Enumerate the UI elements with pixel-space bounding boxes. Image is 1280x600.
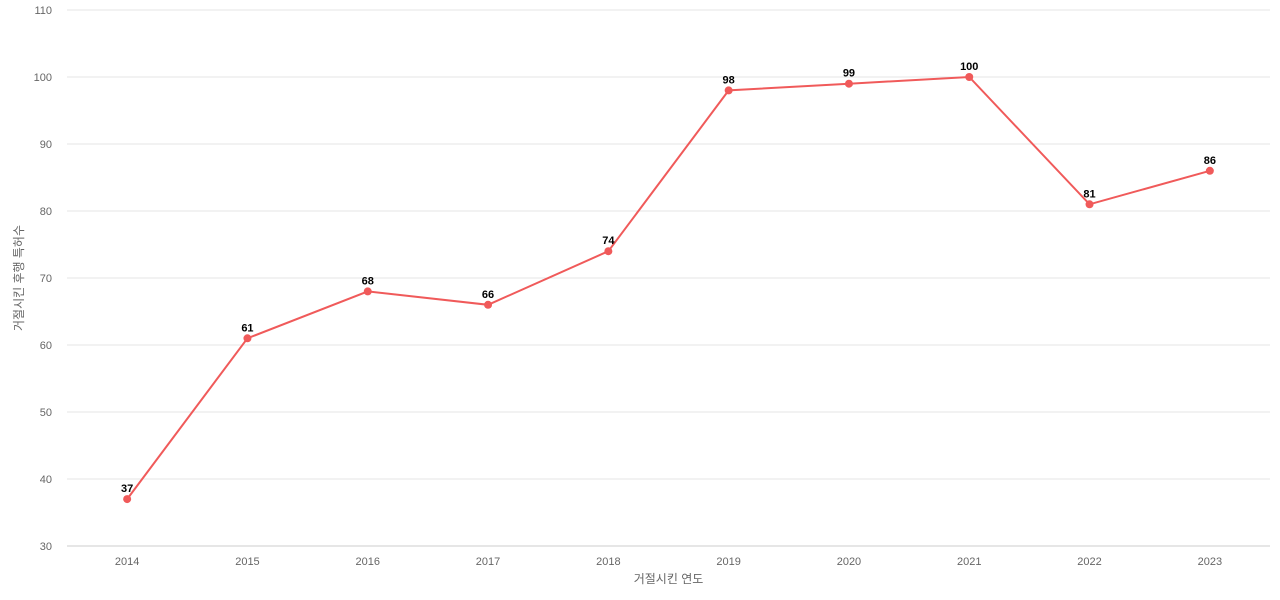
- data-point-2019[interactable]: [724, 86, 733, 95]
- series-line: [126, 75, 1211, 500]
- grid-lines: [67, 9, 1270, 480]
- data-point-2017[interactable]: [484, 300, 493, 309]
- x-tick-label-2016: 2016: [356, 556, 380, 568]
- data-labels: 37 61 68 66 74 98 99 100 81 86: [121, 61, 1216, 495]
- y-tick-label-70: 70: [40, 273, 52, 285]
- y-tick-label-30: 30: [40, 541, 52, 553]
- data-point-2015[interactable]: [243, 334, 252, 343]
- x-tick-label-2017: 2017: [476, 556, 500, 568]
- x-tick-label-2015: 2015: [235, 556, 259, 568]
- x-tick-label-2018: 2018: [596, 556, 620, 568]
- x-tick-label-2023: 2023: [1198, 556, 1222, 568]
- data-label-2016: 68: [362, 275, 374, 287]
- y-tick-label-110: 110: [34, 5, 52, 17]
- y-tick-label-60: 60: [40, 340, 52, 352]
- x-tick-label-2022: 2022: [1077, 556, 1101, 568]
- data-label-2017: 66: [482, 289, 494, 301]
- data-point-2014[interactable]: [123, 495, 132, 504]
- data-label-2018: 74: [602, 235, 615, 247]
- x-axis-title: 거절시킨 연도: [634, 572, 704, 586]
- series-group: [123, 73, 1214, 504]
- data-point-2022[interactable]: [1085, 200, 1094, 209]
- y-tick-label-100: 100: [34, 72, 52, 84]
- data-point-2016[interactable]: [363, 287, 372, 296]
- y-tick-label-40: 40: [40, 474, 52, 486]
- data-label-2020: 99: [843, 68, 855, 80]
- data-point-2023[interactable]: [1205, 166, 1214, 175]
- data-label-2022: 81: [1083, 188, 1095, 200]
- y-tick-label-80: 80: [40, 206, 52, 218]
- x-tick-label-2020: 2020: [837, 556, 861, 568]
- data-point-2020[interactable]: [844, 79, 853, 88]
- data-label-2019: 98: [723, 74, 735, 86]
- data-label-2021: 100: [960, 61, 978, 73]
- y-axis-ticks: 30 40 50 60 70 80 90 100 110: [34, 5, 52, 553]
- data-point-2021[interactable]: [965, 73, 974, 81]
- y-tick-label-50: 50: [40, 407, 52, 419]
- x-tick-label-2019: 2019: [716, 556, 740, 568]
- data-label-2014: 37: [121, 483, 133, 495]
- y-axis-title: 거절시킨 후행 특허수: [11, 225, 26, 331]
- data-point-2018[interactable]: [604, 247, 613, 256]
- x-tick-label-2014: 2014: [115, 556, 139, 568]
- data-label-2015: 61: [241, 322, 253, 334]
- x-axis-ticks: 2014 2015 2016 2017 2018 2019 2020 2021 2022 2023: [115, 556, 1222, 568]
- x-tick-label-2021: 2021: [957, 556, 981, 568]
- y-tick-label-90: 90: [40, 139, 52, 151]
- data-label-2023: 86: [1204, 155, 1216, 167]
